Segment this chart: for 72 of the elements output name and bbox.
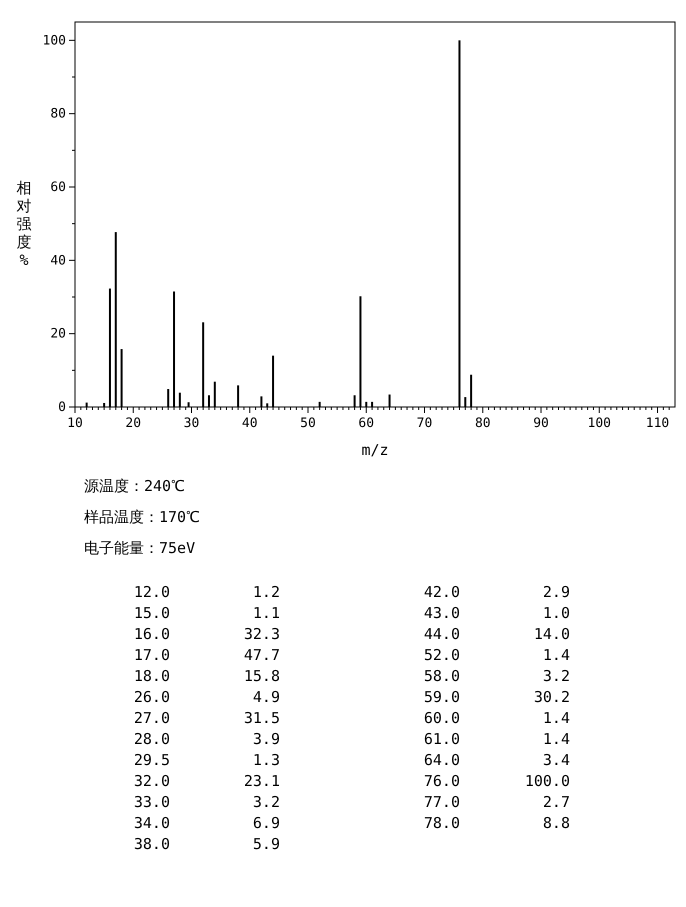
text: 18.0	[134, 667, 170, 685]
text: 样品温度：170℃	[84, 508, 200, 526]
x-tick-label: 30	[184, 416, 200, 431]
text: 12.0	[134, 583, 170, 601]
y-tick-label: 80	[50, 106, 66, 122]
text: 58.0	[424, 667, 460, 685]
y-tick-label: 40	[50, 253, 66, 268]
text: 59.0	[424, 688, 460, 706]
text: 14.0	[534, 625, 570, 643]
text: 100.0	[524, 772, 570, 790]
x-tick-label: 70	[416, 416, 432, 431]
text: 76.0	[424, 772, 460, 790]
text: 26.0	[134, 688, 170, 706]
text: 1.3	[252, 751, 280, 769]
text: 78.0	[424, 814, 460, 832]
text: 43.0	[424, 604, 460, 622]
text: 3.2	[252, 793, 280, 811]
text: 44.0	[424, 625, 460, 643]
text: 4.9	[252, 688, 280, 706]
text: 47.7	[244, 646, 280, 664]
y-tick-label: 100	[42, 33, 66, 48]
text: 8.8	[542, 814, 570, 832]
text: 29.5	[134, 751, 170, 769]
x-tick-label: 110	[646, 416, 670, 431]
text: 1.4	[542, 646, 570, 664]
x-tick-label: 20	[125, 416, 142, 431]
x-axis-title: m/z	[361, 441, 389, 459]
text: 33.0	[134, 793, 170, 811]
text: 61.0	[424, 730, 460, 748]
text: 31.5	[244, 709, 280, 727]
text: 3.4	[542, 751, 570, 769]
text: 15.8	[244, 667, 280, 685]
text: 5.9	[252, 835, 280, 853]
x-tick-label: 80	[474, 416, 491, 431]
text: 1.4	[542, 730, 570, 748]
text: 17.0	[134, 646, 170, 664]
text: 32.0	[134, 772, 170, 790]
y-axis-title: 相对强度%	[16, 179, 32, 269]
text: 1.2	[252, 583, 280, 601]
x-tick-label: 40	[242, 416, 258, 431]
x-tick-label: 50	[300, 416, 316, 431]
text: 1.4	[542, 709, 570, 727]
x-tick-label: 100	[588, 416, 612, 431]
text: 32.3	[244, 625, 280, 643]
text: 源温度：240℃	[84, 477, 186, 495]
text: 52.0	[424, 646, 460, 664]
text: 6.9	[252, 814, 280, 832]
text: 34.0	[134, 814, 170, 832]
text: 64.0	[424, 751, 460, 769]
x-tick-label: 90	[533, 416, 549, 431]
y-tick-label: 60	[50, 180, 66, 195]
text: 15.0	[134, 604, 170, 622]
text: 2.9	[542, 583, 570, 601]
text: 77.0	[424, 793, 460, 811]
text: 28.0	[134, 730, 170, 748]
x-tick-label: 60	[358, 416, 374, 431]
text: 27.0	[134, 709, 170, 727]
text: 38.0	[134, 835, 170, 853]
text: 1.0	[542, 604, 570, 622]
text: 16.0	[134, 625, 170, 643]
text: 3.2	[542, 667, 570, 685]
text: 2.7	[542, 793, 570, 811]
text: 1.1	[252, 604, 280, 622]
y-tick-label: 20	[50, 326, 66, 342]
text: 23.1	[244, 772, 280, 790]
text: 42.0	[424, 583, 460, 601]
text: 3.9	[252, 730, 280, 748]
text: 60.0	[424, 709, 460, 727]
y-tick-label: 0	[58, 400, 66, 415]
x-tick-label: 10	[67, 416, 83, 431]
text: 30.2	[534, 688, 570, 706]
text: 电子能量：75eV	[84, 539, 196, 557]
